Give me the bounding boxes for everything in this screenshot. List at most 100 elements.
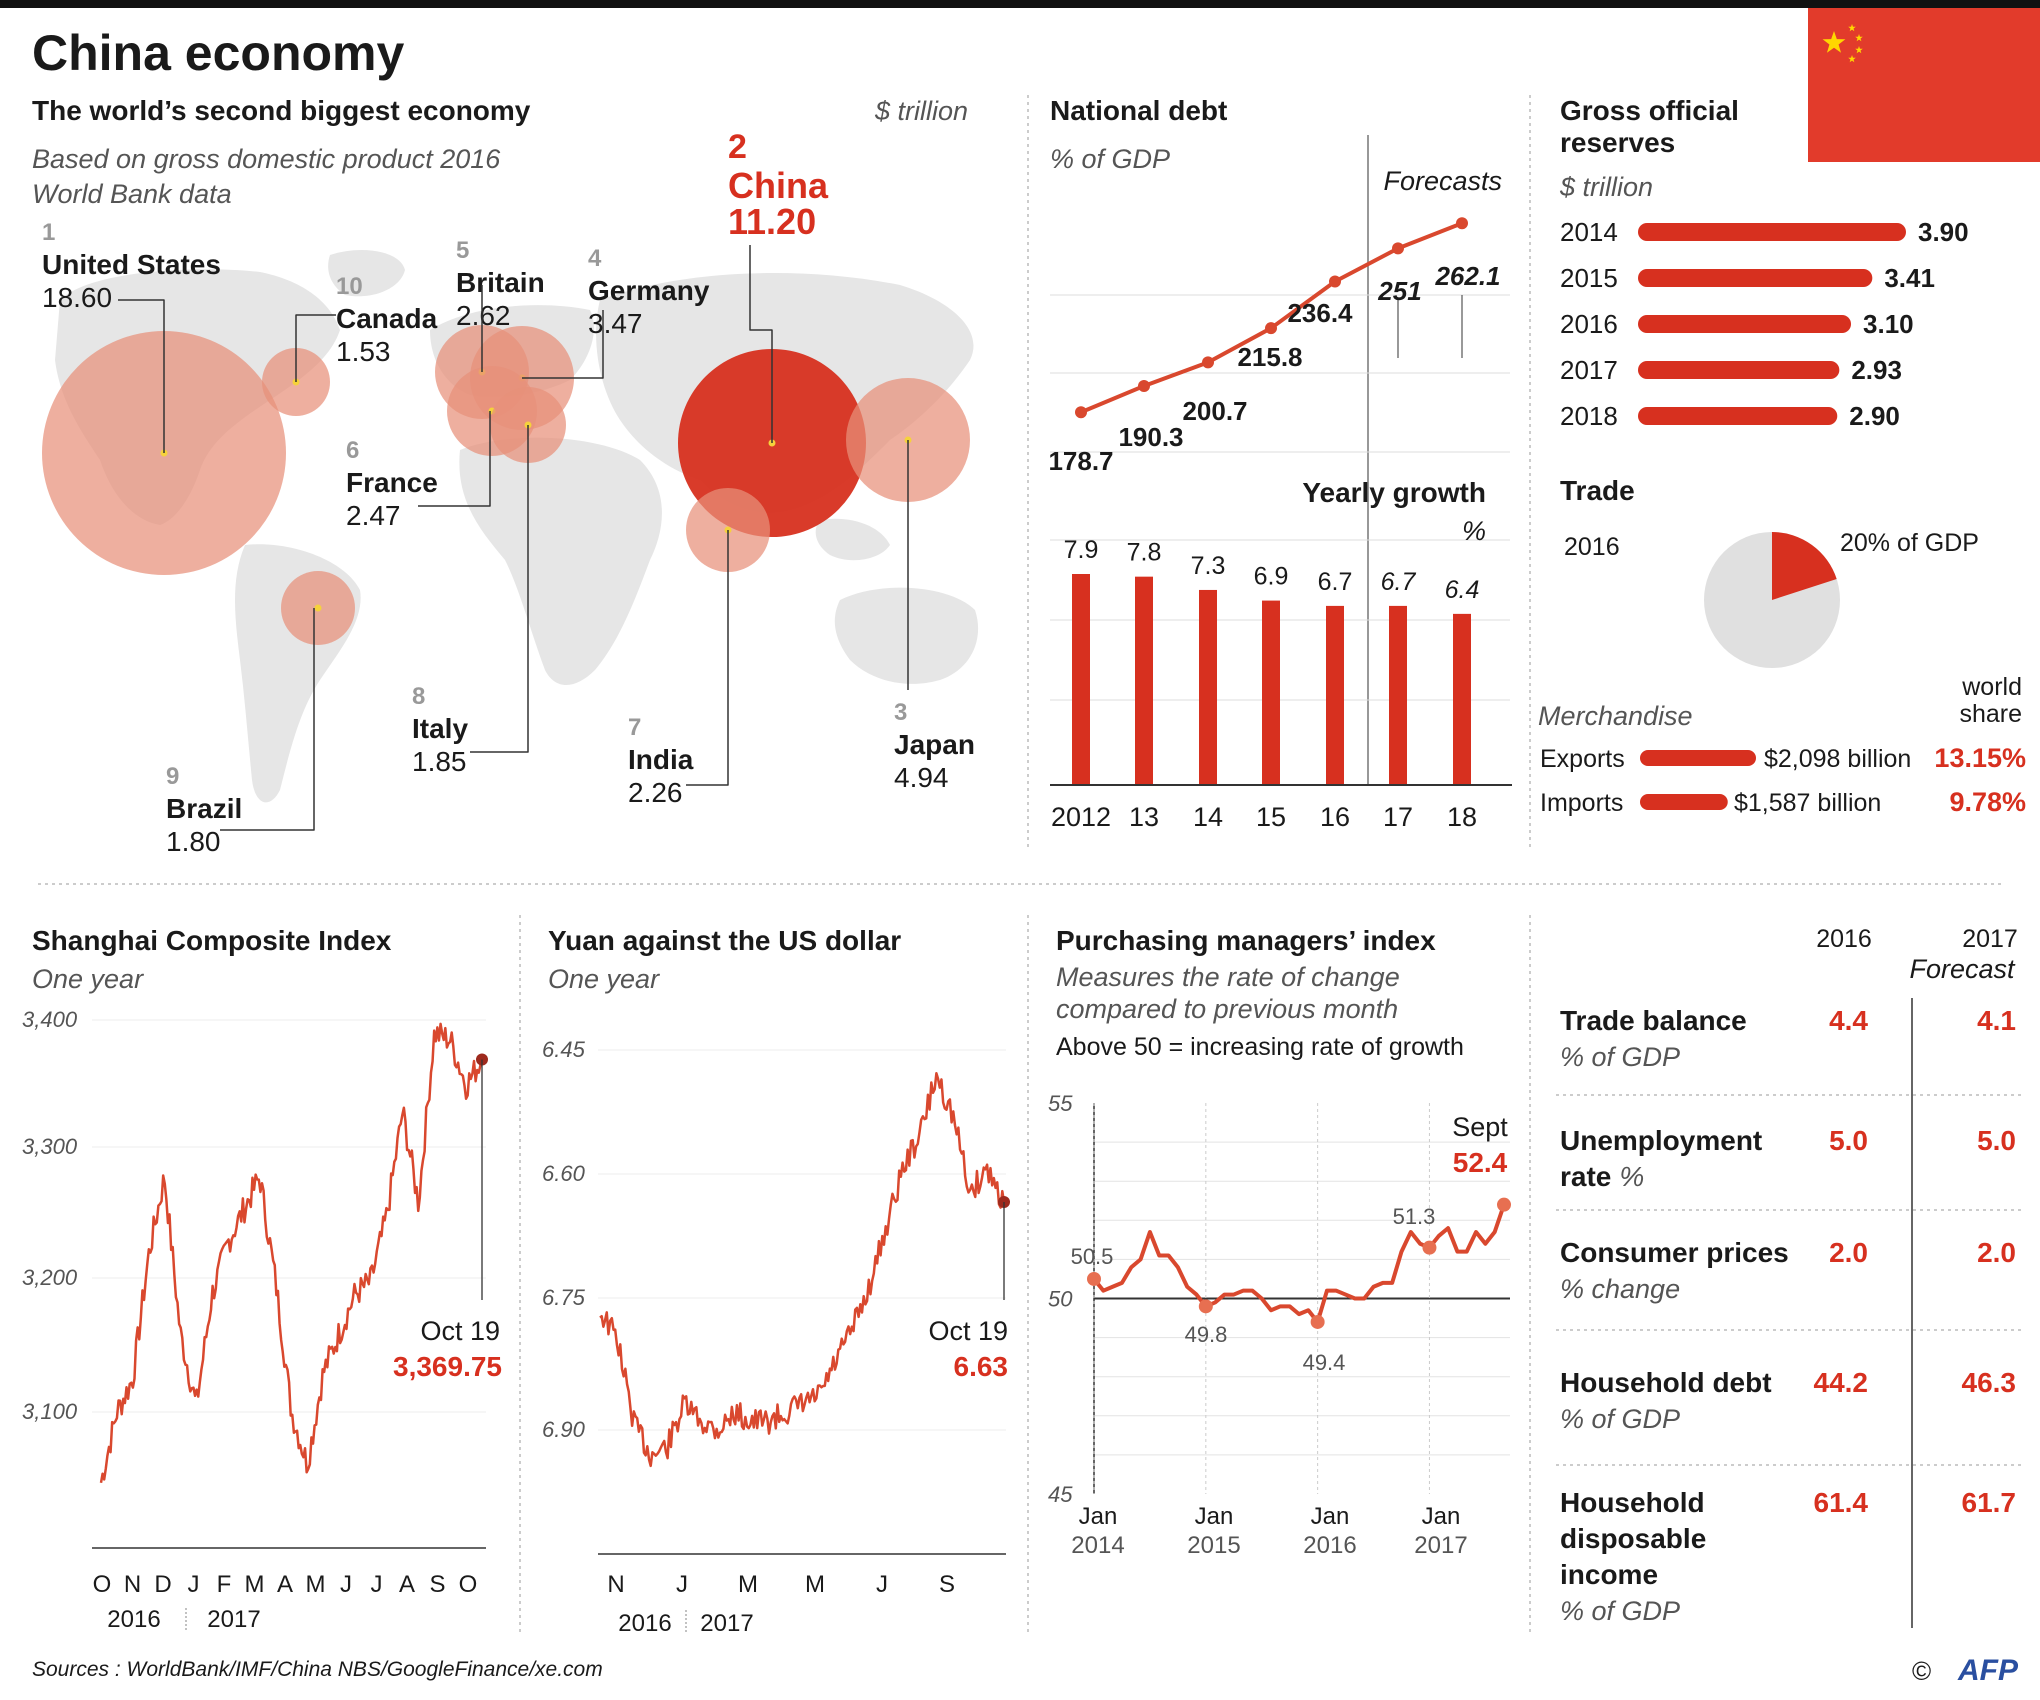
flag-small-star-icon (1855, 34, 1863, 42)
pmi-x-year: 2017 (1414, 1532, 1467, 1559)
country-name: Italy (412, 713, 468, 744)
country-value: 1.80 (166, 826, 221, 857)
pmi-marker (1422, 1240, 1437, 1255)
shanghai-month-tick: J (188, 1571, 200, 1598)
debt-label: 178.7 (1048, 446, 1113, 476)
table-row-label: Unemployment (1560, 1125, 1762, 1156)
debt-label: 200.7 (1182, 396, 1247, 426)
country-rank: 3 (894, 699, 907, 726)
table-value-2017: 61.7 (1962, 1487, 2017, 1518)
growth-bar (1072, 574, 1090, 784)
growth-bar-label: 6.7 (1318, 568, 1353, 596)
table-value-2017: 2.0 (1977, 1237, 2016, 1268)
yuan-month-tick: M (738, 1571, 758, 1598)
table-row-label: rate% (1560, 1161, 1644, 1192)
growth-x-label: 13 (1129, 802, 1159, 832)
reserves-value: 3.41 (1884, 263, 1935, 293)
gdp-map-title: The world’s second biggest economy (32, 95, 531, 126)
shanghai-year-label: 2017 (207, 1606, 260, 1633)
pmi-section: Purchasing managers’ index Measures the r… (1048, 925, 1511, 1559)
flag-small-star-icon (1855, 46, 1863, 54)
pmi-title: Purchasing managers’ index (1056, 925, 1436, 956)
country-value: 1.85 (412, 746, 467, 777)
gdp-leader-line (220, 608, 315, 831)
trade-bar (1640, 794, 1728, 810)
greenland-shape (328, 250, 405, 297)
shanghai-month-tick: O (459, 1571, 478, 1598)
trade-row-amount: $1,587 billion (1734, 789, 1881, 817)
shanghai-month-tick: S (429, 1571, 445, 1598)
table-row-label: income (1560, 1559, 1658, 1590)
country-value: 11.20 (728, 201, 816, 242)
country-value: 1.53 (336, 336, 391, 367)
national-debt-section: National debt % of GDP Forecasts 178.7190.3… (1048, 95, 1512, 832)
shanghai-month-tick: J (340, 1571, 352, 1598)
growth-bar-label: 7.3 (1191, 552, 1226, 580)
yuan-year-label: 2016 (618, 1610, 671, 1637)
shanghai-month-tick: A (277, 1571, 293, 1598)
pmi-x-year: 2016 (1303, 1532, 1356, 1559)
country-name: India (628, 744, 694, 775)
country-rank: 2 (728, 128, 747, 166)
top-rule (0, 0, 2040, 8)
table-header-2017: 2017 (1962, 925, 2018, 953)
shanghai-month-tick: M (245, 1571, 265, 1598)
debt-label: 251 (1377, 276, 1421, 306)
growth-bar (1326, 605, 1344, 784)
yuan-y-tick: 6.75 (542, 1285, 586, 1310)
growth-bar-label: 7.9 (1064, 536, 1099, 564)
yuan-section: Yuan against the US dollar One year 6.45 6.… (542, 925, 1010, 1637)
yuan-line (599, 1071, 1006, 1468)
growth-bar-label: 6.9 (1254, 563, 1289, 591)
growth-bar (1389, 605, 1407, 784)
yuan-y-tick: 6.90 (542, 1417, 586, 1442)
reserves-year: 2015 (1560, 263, 1618, 293)
trade-row-amount: $2,098 billion (1764, 745, 1911, 773)
pmi-label: 49.4 (1303, 1350, 1346, 1375)
table-value-2016: 2.0 (1829, 1237, 1868, 1268)
shanghai-section: Shanghai Composite Index One year 3,400 3,3… (22, 925, 502, 1633)
shanghai-month-tick: D (154, 1571, 171, 1598)
australia-shape (834, 587, 979, 684)
table-value-2017: 4.1 (1977, 1005, 2016, 1036)
reserves-title: reserves (1560, 127, 1675, 158)
yuan-end-value: 6.63 (954, 1351, 1009, 1382)
growth-unit: % (1462, 516, 1486, 546)
china-flag (1808, 8, 2040, 162)
pmi-subtitle: Measures the rate of change (1056, 962, 1400, 992)
pmi-last-value: 52.4 (1453, 1147, 1508, 1178)
country-value: 2.62 (456, 300, 511, 331)
country-rank: 7 (628, 714, 641, 741)
gdp-leader-line (686, 530, 729, 786)
table-row-label: Household debt (1560, 1367, 1772, 1398)
southeast-asia-shape (815, 518, 890, 561)
growth-x-label: 17 (1383, 802, 1413, 832)
pmi-last-month: Sept (1452, 1112, 1508, 1142)
trade-row-label: Imports (1540, 789, 1623, 817)
table-value-2016: 4.4 (1829, 1005, 1868, 1036)
country-name: China (728, 165, 829, 206)
country-rank: 1 (42, 219, 55, 246)
growth-bar-label: 7.8 (1127, 539, 1162, 567)
gdp-leader-line (470, 425, 529, 753)
yuan-y-tick: 6.45 (542, 1037, 586, 1062)
country-name: France (346, 467, 438, 498)
country-name: Japan (894, 729, 975, 760)
pmi-x-month: Jan (1422, 1503, 1461, 1530)
trade-row-share: 13.15% (1934, 743, 2026, 773)
reserves-year: 2018 (1560, 401, 1618, 431)
yuan-end-date: Oct 19 (928, 1316, 1008, 1346)
gdp-bubble-dot (314, 604, 322, 612)
sources-note: Sources : WorldBank/IMF/China NBS/Google… (32, 1658, 603, 1681)
table-row-label: Consumer prices (1560, 1237, 1789, 1268)
reserves-value: 3.10 (1863, 309, 1914, 339)
flag-small-star-icon (1848, 55, 1856, 63)
gdp-leader-line (418, 411, 491, 507)
country-name: United States (42, 249, 221, 280)
shanghai-y-tick: 3,200 (22, 1265, 78, 1290)
table-value-2016: 5.0 (1829, 1125, 1868, 1156)
page-title: China economy (32, 25, 404, 81)
growth-bar-label: 6.7 (1381, 568, 1417, 596)
merchandise-label: Merchandise (1538, 701, 1693, 731)
